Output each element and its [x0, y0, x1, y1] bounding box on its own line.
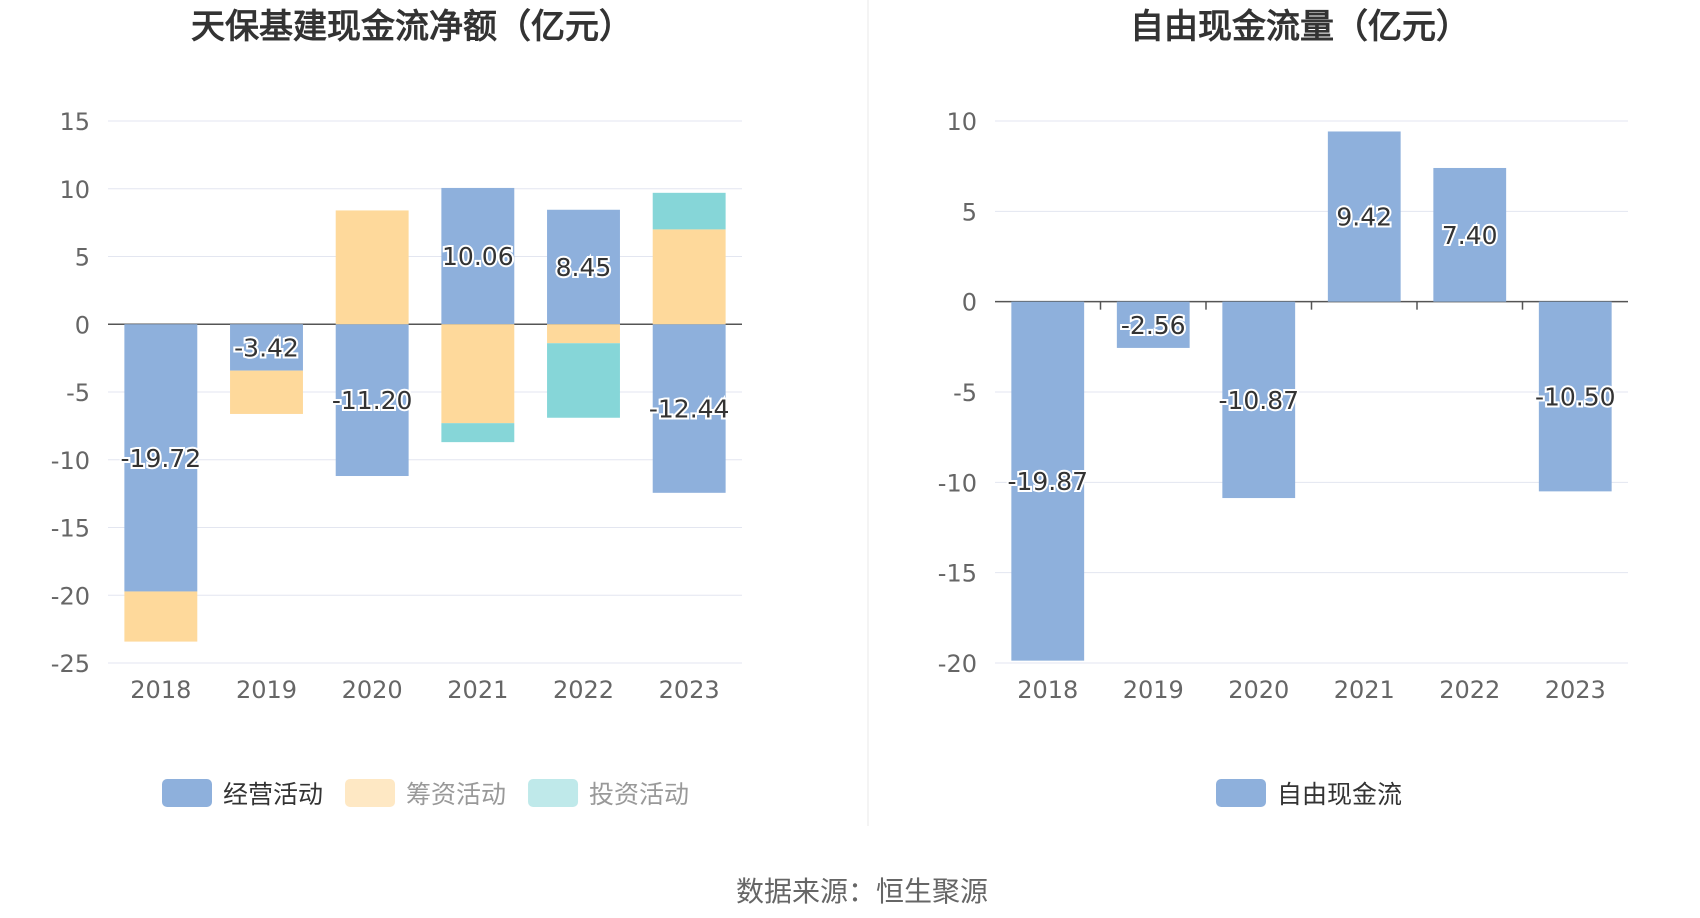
data-label-2023: -10.50: [1535, 383, 1616, 412]
y-tick-label: -15: [51, 515, 90, 543]
bar-2023-s0: [652, 324, 726, 493]
x-tick-label: 2020: [1228, 676, 1289, 704]
x-tick-label: 2018: [130, 676, 191, 704]
bar-2021-s0: [441, 187, 515, 325]
legend-swatch: [1216, 779, 1266, 807]
x-tick-label: 2022: [553, 676, 614, 704]
y-tick-label: 5: [75, 244, 90, 272]
bar-2022-s0: [1433, 167, 1507, 302]
x-tick-label: 2021: [1334, 676, 1395, 704]
y-tick-label: -5: [66, 379, 90, 407]
bar-2023-s1: [652, 229, 726, 325]
y-tick-label: -5: [953, 379, 977, 407]
bar-2022-s2: [547, 343, 620, 418]
data-label-2021: 9.42: [1336, 203, 1392, 232]
bar-2022-s1: [547, 324, 620, 344]
x-tick-label: 2023: [659, 676, 720, 704]
legend-swatch: [345, 779, 396, 807]
bar-2021-s0: [1327, 131, 1401, 302]
y-tick-label: 10: [946, 108, 977, 136]
chart-title: 自由现金流量（亿元）: [1130, 7, 1470, 47]
legend-swatch: [528, 779, 579, 807]
data-label-2022: 7.40: [1442, 221, 1498, 250]
bar-2019-s1: [230, 370, 303, 414]
data-label-2020: -11.20: [332, 386, 413, 415]
data-label-2023: -12.44: [649, 395, 730, 424]
data-source-caption: 数据来源：恒生聚源: [736, 875, 988, 908]
bar-2020-s1: [335, 210, 409, 325]
data-label-2018: -19.72: [121, 444, 202, 473]
bar-2021-s2: [441, 423, 515, 443]
bar-2018-s0: [124, 324, 198, 592]
data-label-2019: -2.56: [1121, 311, 1186, 340]
data-label-2022: 8.45: [556, 253, 612, 282]
x-tick-label: 2019: [236, 676, 297, 704]
bar-2023-s0: [1538, 301, 1612, 492]
y-tick-label: -15: [938, 560, 977, 588]
data-label-2018: -19.87: [1007, 467, 1088, 496]
y-tick-label: 0: [962, 289, 977, 317]
bar-2018-s1: [124, 591, 198, 642]
legend-swatch: [162, 779, 212, 807]
free-cashflow-chart: 自由现金流量（亿元） 10 5 0 -5 -10 -15 -20 -19.87 -2.56 -10.…: [938, 7, 1628, 809]
x-tick-label: 2020: [342, 676, 403, 704]
x-tick-label: 2018: [1017, 676, 1078, 704]
legend-label: 筹资活动: [406, 780, 506, 809]
legend-label: 投资活动: [589, 780, 689, 809]
y-tick-label: 15: [59, 108, 90, 136]
chart-title: 天保基建现金流净额（亿元）: [191, 7, 633, 47]
bar-2021-s1: [441, 324, 515, 424]
bar-2022-s0: [547, 209, 620, 325]
y-tick-label: 0: [75, 311, 90, 339]
y-tick-label: 10: [59, 176, 90, 204]
data-label-2020: -10.87: [1218, 386, 1299, 415]
bar-2018-s0: [1011, 301, 1085, 661]
legend-label: 自由现金流: [1277, 780, 1402, 809]
bar-2019-s0: [230, 324, 303, 371]
x-tick-label: 2021: [447, 676, 508, 704]
cashflow-net-chart: 天保基建现金流净额（亿元） 15 10 5 0 -5 -10 -15 -20 -25 -19.72 -…: [51, 7, 742, 809]
y-tick-label: -20: [51, 582, 90, 610]
data-label-2019: -3.42: [234, 333, 299, 362]
legend-label: 经营活动: [223, 780, 323, 809]
y-tick-label: -20: [938, 650, 977, 678]
bar-2020-s0: [1222, 301, 1296, 499]
data-label-2021: 10.06: [442, 242, 514, 271]
x-tick-label: 2019: [1123, 676, 1184, 704]
y-tick-label: -25: [51, 650, 90, 678]
x-tick-label: 2023: [1545, 676, 1606, 704]
bar-2023-s2: [652, 192, 726, 230]
y-tick-label: -10: [938, 469, 977, 497]
bar-2020-s0: [335, 324, 409, 477]
y-tick-label: 5: [962, 198, 977, 226]
x-tick-label: 2022: [1439, 676, 1500, 704]
y-tick-label: -10: [51, 447, 90, 475]
bar-2019-s0: [1116, 301, 1190, 348]
